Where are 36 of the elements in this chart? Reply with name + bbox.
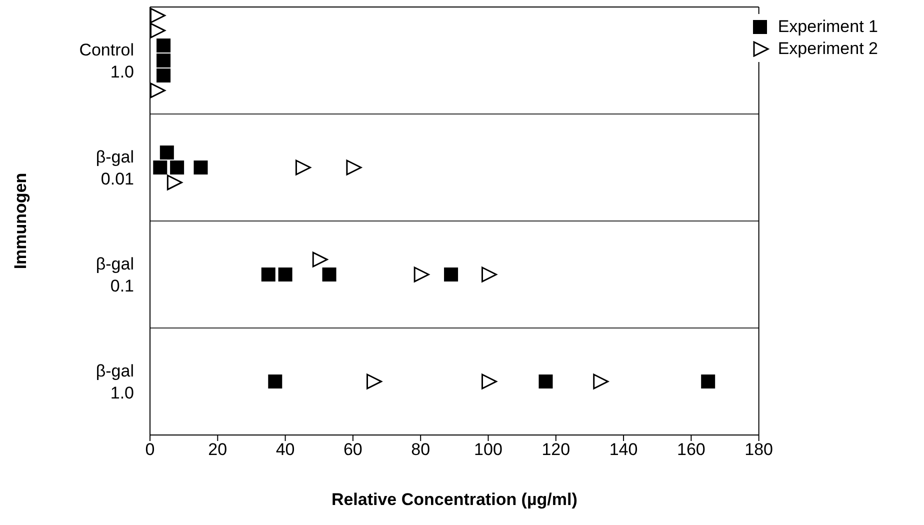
y-tick-label: β-gal 0.01: [96, 148, 134, 188]
y-axis-title: Immunogen: [11, 172, 30, 270]
point: [593, 374, 609, 390]
point: [481, 266, 497, 282]
x-axis-title: Relative Concentration (µg/ml): [331, 490, 578, 509]
point: [156, 54, 171, 68]
x-tick-label: 80: [411, 440, 430, 460]
x-tick-label: 160: [676, 440, 706, 460]
point: [538, 374, 553, 388]
point: [444, 268, 458, 282]
point: [346, 160, 362, 176]
point: [322, 268, 336, 282]
x-tick-label: 120: [542, 440, 570, 460]
x-tick-label: 100: [474, 440, 502, 460]
legend-label: Experiment 2: [778, 38, 878, 60]
point: [295, 160, 311, 176]
point: [170, 160, 184, 174]
y-tick-label: β-gal 0.1: [96, 254, 134, 296]
y-tick-label: Control 1.0: [79, 40, 134, 82]
point: [278, 268, 292, 282]
x-tick-label: 60: [343, 440, 362, 460]
point: [701, 374, 716, 388]
point: [366, 374, 382, 390]
legend-label: Experiment 1: [778, 16, 878, 38]
point: [481, 374, 497, 390]
point: [268, 374, 282, 388]
point: [194, 160, 208, 174]
x-tick-label: 140: [609, 440, 638, 460]
y-tick-label: β-gal 1.0: [96, 362, 134, 402]
x-tick-label: 0: [145, 440, 155, 460]
point: [414, 266, 430, 282]
x-tick-label: 180: [744, 440, 774, 460]
point: [153, 160, 168, 174]
x-tick-label: 20: [208, 440, 228, 460]
point: [261, 268, 276, 282]
x-tick-label: 40: [276, 440, 295, 460]
